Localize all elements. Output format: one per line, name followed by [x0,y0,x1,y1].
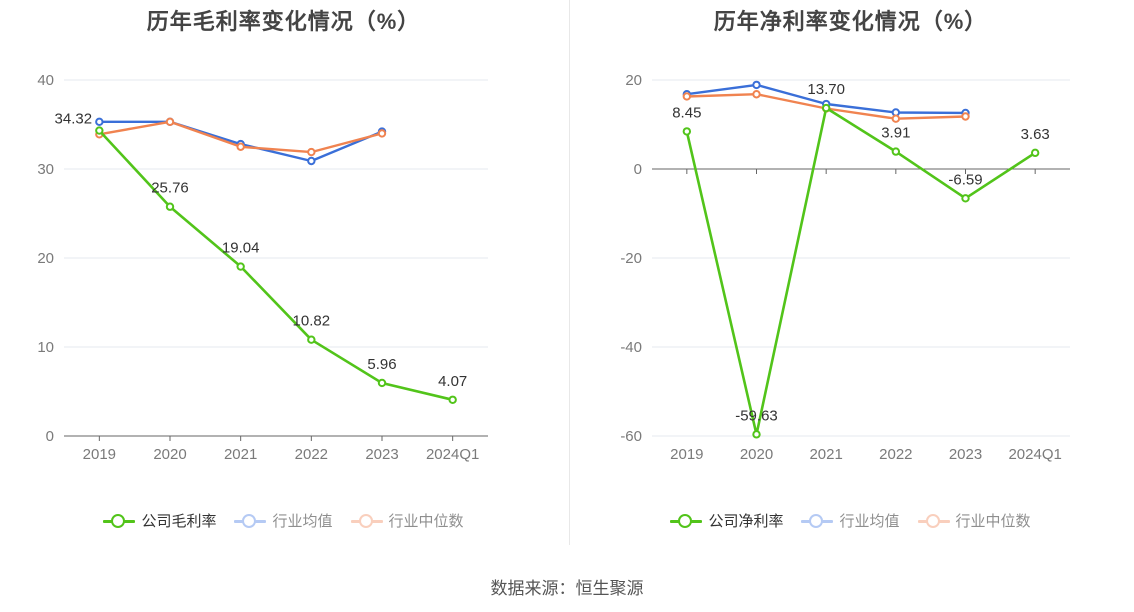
panel-divider [569,0,570,545]
data-point [682,127,692,136]
data-label: 3.91 [881,125,910,142]
data-point [236,262,245,271]
data-label: 19.04 [222,240,260,257]
series-line [98,129,454,402]
data-source-note: 数据来源：恒生聚源 [490,579,644,598]
data-label: 8.45 [672,104,701,121]
x-tick-label: 2020 [740,446,773,463]
data-point [307,156,316,166]
data-point [961,194,970,203]
data-label: 5.96 [367,356,396,373]
legend-label: 行业均值 [839,513,900,530]
data-point [891,114,901,123]
y-tick-label: 0 [46,428,54,445]
data-label: -6.59 [948,171,982,188]
data-label: 10.82 [293,313,331,330]
x-tick-label: 2021 [224,446,257,463]
x-tick-label: 2024Q1 [426,446,479,463]
legend-item[interactable]: 公司毛利率 [103,510,216,531]
data-label: -59.63 [735,407,778,424]
x-tick-label: 2020 [153,446,186,463]
x-tick-label: 2019 [670,446,703,463]
chart-legend: 公司净利率 行业均值 行业中位数 [567,510,1134,531]
data-point [448,395,457,404]
data-label: 4.07 [438,373,467,390]
legend-swatch-icon [670,513,703,528]
data-point [752,80,761,90]
data-label: 13.70 [807,81,845,98]
data-point [95,126,104,135]
data-point [377,129,387,138]
legend-label: 公司净利率 [708,513,784,530]
y-tick-label: 30 [37,161,54,178]
y-tick-label: 20 [625,72,642,89]
legend-swatch-icon [103,513,136,528]
legend-label: 公司毛利率 [141,513,217,530]
y-tick-label: -60 [620,428,642,445]
data-point [961,112,970,121]
data-point [752,430,761,439]
legend-item[interactable]: 行业均值 [801,510,900,531]
y-tick-label: 10 [37,339,54,356]
legend-swatch-icon [234,513,267,528]
net-margin-plot: -60 -40 -20 0 20 2019 2020 2021 2022 2023 2024Q1 8.… [620,72,1070,463]
gross-margin-plot: 0 10 20 30 40 2019 2020 2021 2022 2023 2024Q1 34.32… [37,72,488,463]
x-tick-label: 2023 [949,446,982,463]
data-point [307,335,316,344]
chart-title: 历年毛利率变化情况（%） [146,9,421,34]
x-tick-label: 2021 [809,446,842,463]
gross-margin-chart: 历年毛利率变化情况（%） 0 10 20 30 40 2019 2020 2021 2022 20… [0,0,567,560]
x-tick-label: 2024Q1 [1008,446,1061,463]
data-point [682,92,692,101]
data-point [752,90,761,99]
x-tick-label: 2022 [879,446,912,463]
legend-item[interactable]: 行业中位数 [917,510,1031,531]
data-point [821,103,831,113]
data-label: 3.63 [1021,126,1050,143]
legend-swatch-icon [350,513,383,528]
y-tick-label: 0 [634,161,642,178]
legend-item[interactable]: 行业中位数 [350,510,464,531]
chart-title: 历年净利率变化情况（%） [713,9,988,34]
data-point [236,142,245,151]
legend-swatch-icon [801,513,834,528]
data-point [95,117,104,127]
data-point [165,117,175,127]
legend-swatch-icon [917,513,950,528]
y-tick-label: -20 [620,250,642,267]
x-tick-label: 2019 [83,446,116,463]
y-tick-label: 20 [37,250,54,267]
data-point [165,202,175,211]
net-margin-chart: 历年净利率变化情况（%） -60 -40 -20 0 20 2019 2020 2021 202… [567,0,1134,560]
series-line [685,106,1036,436]
x-tick-label: 2023 [365,446,398,463]
legend-label: 行业中位数 [388,513,464,530]
legend-item[interactable]: 公司净利率 [670,510,783,531]
legend-item[interactable]: 行业均值 [234,510,333,531]
y-tick-label: 40 [37,72,54,89]
x-tick-label: 2022 [295,446,328,463]
data-point [377,378,387,388]
y-tick-label: -40 [620,339,642,356]
legend-label: 行业中位数 [955,513,1031,530]
legend-label: 行业均值 [272,513,333,530]
data-point [307,147,316,157]
data-label: 34.32 [55,111,93,128]
data-point [891,147,901,156]
data-label: 25.76 [151,180,189,197]
data-point [1030,148,1040,158]
chart-legend: 公司毛利率 行业均值 行业中位数 [0,510,567,531]
